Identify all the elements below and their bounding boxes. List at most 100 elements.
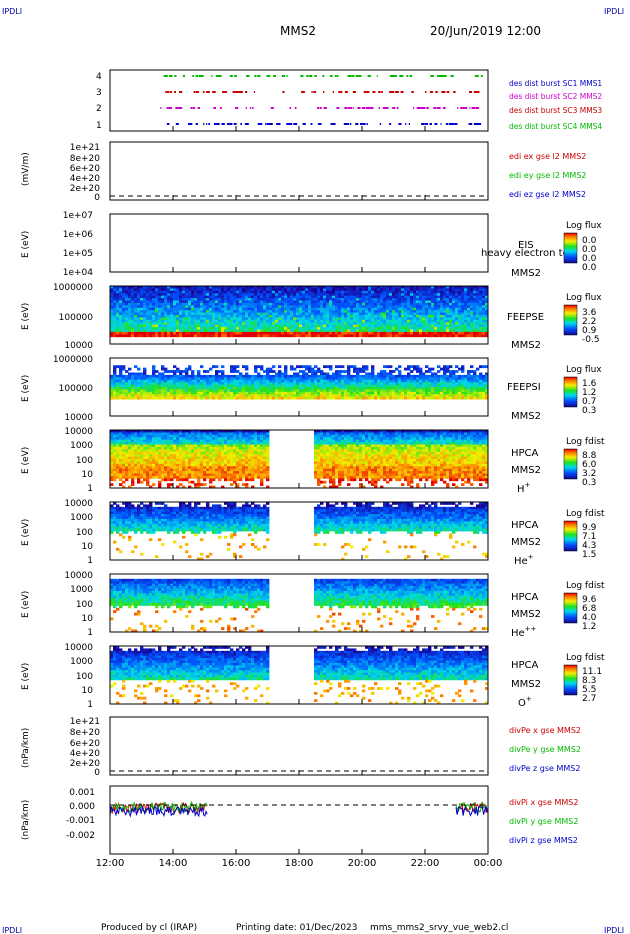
- edi-ytick: 8e+20: [70, 154, 101, 164]
- spectrogram-cell: [275, 315, 279, 318]
- burst-mark: [208, 123, 211, 125]
- spectrogram-cell: [332, 319, 336, 323]
- spectrogram-cell: [473, 331, 477, 335]
- spectrogram-cell: [167, 374, 171, 378]
- spectrogram-cell: [224, 295, 228, 299]
- burst-mark: [257, 75, 261, 77]
- spectrogram-cell: [173, 444, 177, 448]
- spectrogram-cell: [206, 389, 210, 393]
- spectrogram-cell: [452, 334, 456, 338]
- spectrogram-cell: [164, 442, 168, 445]
- spectrogram-cell: [299, 396, 303, 400]
- burst-mark: [166, 123, 170, 125]
- burst-mark: [301, 91, 305, 93]
- spectrogram-cell: [260, 293, 264, 297]
- spectrogram-cell: [416, 293, 420, 297]
- spectrogram-cell: [419, 387, 423, 390]
- spectrogram-cell: [197, 374, 201, 378]
- spectrogram-cell: [212, 286, 216, 289]
- spectrogram-cell: [257, 290, 261, 294]
- spectrogram-cell: [164, 451, 168, 455]
- spectrogram-cell: [242, 302, 246, 306]
- spectrogram-cell: [464, 334, 468, 338]
- spectrogram-cell: [455, 295, 459, 299]
- spectrogram-cell: [419, 295, 423, 299]
- spectrogram-cell: [407, 384, 411, 388]
- spectrogram-cell: [203, 379, 207, 383]
- spectrogram-cell: [257, 293, 261, 297]
- spectrogram-cell: [314, 307, 318, 311]
- spectrogram-cell: [212, 305, 216, 309]
- spectrogram-cell: [395, 377, 399, 381]
- spectrogram-cell: [203, 387, 207, 390]
- spectrogram-cell: [332, 300, 336, 304]
- spectrogram-cell: [161, 389, 165, 393]
- spectrogram-cell: [230, 329, 234, 333]
- spectrogram-cell: [254, 329, 258, 333]
- spectrogram-cell: [389, 293, 393, 297]
- spectrogram-cell: [242, 295, 246, 299]
- spectrogram-cell: [263, 374, 267, 378]
- spectrogram-cell: [260, 305, 264, 309]
- spectrogram-cell: [485, 379, 489, 383]
- spectrogram-cell: [236, 293, 240, 297]
- spectrogram-cell: [143, 444, 147, 448]
- spectrogram-cell: [305, 379, 309, 383]
- spectrogram-cell: [299, 370, 303, 373]
- spectrogram-cell: [131, 288, 135, 292]
- spectrogram-cell: [146, 456, 150, 460]
- spectrogram-cell: [413, 391, 417, 395]
- spectrogram-cell: [458, 298, 462, 301]
- spectrogram-cell: [323, 319, 327, 323]
- spectrogram-cell: [437, 307, 441, 311]
- spectrogram-cell: [170, 307, 174, 311]
- spectrogram-cell: [404, 324, 408, 328]
- spectrogram-cell: [356, 372, 360, 376]
- spectrogram-cell: [251, 305, 255, 309]
- spectrogram-cell: [233, 370, 237, 373]
- spectrogram-cell: [221, 365, 225, 369]
- spectrogram-cell: [176, 459, 180, 462]
- spectrogram-cell: [362, 331, 366, 335]
- spectrogram-cell: [434, 312, 438, 316]
- spectrogram-cell: [401, 319, 405, 323]
- burst-mark: [406, 75, 409, 77]
- burst-mark: [413, 107, 415, 109]
- spectrogram-cell: [227, 310, 231, 313]
- spectrogram-cell: [116, 461, 120, 465]
- spectrogram-cell: [440, 295, 444, 299]
- spectrogram-cell: [212, 389, 216, 393]
- spectrogram-cell: [434, 288, 438, 292]
- spectrogram-cell: [332, 377, 336, 381]
- spectrogram-cell: [143, 387, 147, 390]
- spectrogram-cell: [122, 310, 126, 313]
- spectrogram-cell: [404, 295, 408, 299]
- spectrogram-cell: [170, 473, 174, 477]
- spectrogram-cell: [209, 384, 213, 388]
- spectrogram-cell: [239, 396, 243, 400]
- spectrogram-cell: [236, 377, 240, 381]
- spectrogram-cell: [113, 456, 117, 460]
- spectrogram-cell: [410, 365, 414, 369]
- spectrogram-cell: [329, 331, 333, 335]
- spectrogram-cell: [269, 298, 273, 301]
- spectrogram-cell: [143, 434, 147, 438]
- burst-mark: [422, 123, 424, 125]
- spectrogram-cell: [149, 471, 153, 474]
- spectrogram-cell: [140, 471, 144, 474]
- spectrogram-cell: [374, 298, 378, 301]
- spectrogram-cell: [413, 315, 417, 318]
- spectrogram-cell: [209, 331, 213, 335]
- spectrogram-cell: [146, 374, 150, 378]
- spectrogram-cell: [218, 302, 222, 306]
- spectrogram-cell: [137, 454, 141, 457]
- panel-eis: 1e+07 1e+06 1e+05 1e+04 E (eV) EIS heavy…: [21, 211, 602, 279]
- spectrogram-cell: [149, 329, 153, 333]
- spectrogram-cell: [260, 379, 264, 383]
- spectrogram-cell: [227, 382, 231, 385]
- spectrogram-cell: [380, 396, 384, 400]
- spectrogram-cell: [476, 327, 480, 330]
- spectrogram-cell: [110, 290, 114, 294]
- spectrogram-cell: [314, 382, 318, 385]
